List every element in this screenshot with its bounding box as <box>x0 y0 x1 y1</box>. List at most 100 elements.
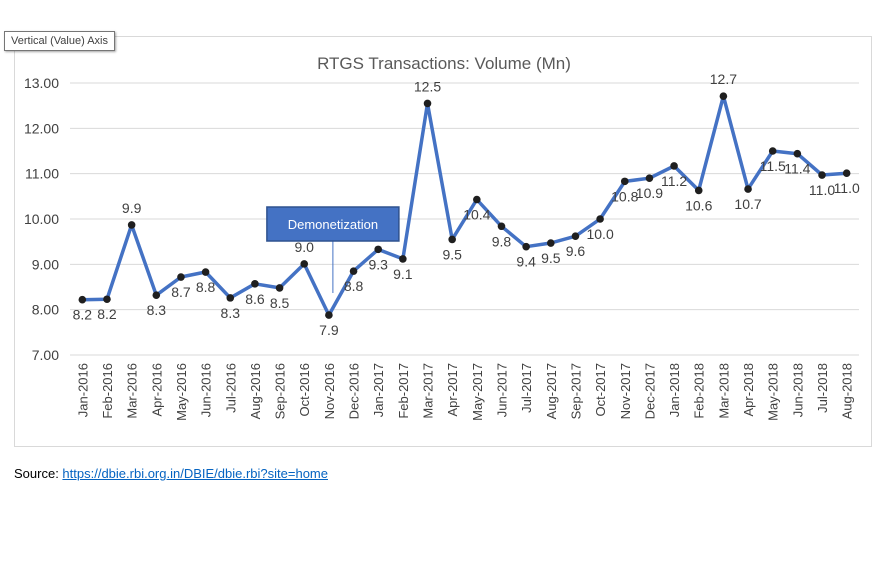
data-point <box>325 311 333 319</box>
x-tick-label: Aug-2016 <box>248 363 263 419</box>
data-label: 8.6 <box>245 291 265 307</box>
data-point <box>374 245 383 254</box>
x-tick-label: Dec-2016 <box>347 363 362 419</box>
data-label: 9.5 <box>541 250 561 266</box>
data-label: 7.9 <box>319 322 339 338</box>
data-point <box>596 215 604 223</box>
data-point <box>448 235 456 244</box>
axis-tooltip: Vertical (Value) Axis <box>4 31 116 51</box>
data-point <box>768 147 777 155</box>
x-tick-label: Mar-2018 <box>716 363 731 419</box>
y-tick-label: 13.00 <box>24 75 59 91</box>
data-point <box>275 284 284 292</box>
annotation-box <box>266 206 400 242</box>
series-line <box>82 94 847 317</box>
x-tick-label: Mar-2017 <box>421 363 436 419</box>
data-label: 11.5 <box>760 158 786 174</box>
data-point <box>177 273 185 281</box>
x-tick-label: Jan-2018 <box>667 363 682 417</box>
y-tick-label: 12.00 <box>24 120 59 136</box>
data-point <box>399 255 407 263</box>
x-tick-label: Oct-2017 <box>593 363 608 416</box>
data-label: 11.0 <box>834 180 860 196</box>
data-point <box>152 291 161 299</box>
data-label: 8.5 <box>270 295 290 311</box>
data-label: 10.6 <box>685 197 712 213</box>
source-link[interactable]: https://dbie.rbi.org.in/DBIE/dbie.rbi?si… <box>62 466 328 481</box>
x-tick-label: Mar-2016 <box>125 363 140 419</box>
data-point <box>571 232 580 241</box>
x-tick-label: May-2018 <box>766 363 781 421</box>
data-point <box>473 195 481 204</box>
data-point <box>842 169 851 178</box>
y-tick-label: 9.00 <box>32 256 59 272</box>
data-label: 11.4 <box>784 161 810 177</box>
data-point <box>546 239 555 247</box>
data-point <box>349 267 358 275</box>
data-point <box>226 294 235 302</box>
chart-area[interactable]: RTGS Transactions: Volume (Mn) 7.00 8.00 9.… <box>14 36 872 447</box>
x-tick-label: Jul-2017 <box>519 363 534 413</box>
x-tick-label: May-2017 <box>470 363 485 421</box>
x-tick-label: Sep-2017 <box>568 363 583 419</box>
x-tick-label: Jun-2017 <box>494 363 509 417</box>
y-tick-label: 11.00 <box>25 166 59 182</box>
data-label: 8.2 <box>73 307 93 323</box>
data-label: 9.0 <box>295 239 315 255</box>
data-label: 10.0 <box>586 226 613 242</box>
x-tick-label: Feb-2018 <box>692 363 707 419</box>
data-point <box>670 162 678 170</box>
y-tick-label: 8.00 <box>32 302 59 318</box>
data-point <box>103 295 111 304</box>
data-label: 10.8 <box>611 188 638 204</box>
data-label: 10.7 <box>734 196 761 212</box>
data-point <box>744 185 752 193</box>
x-tick-label: Jan-2016 <box>75 363 90 417</box>
data-label: 11.0 <box>809 182 835 198</box>
line-chart: RTGS Transactions: Volume (Mn) 7.00 8.00 9.… <box>24 54 860 421</box>
x-tick-label: Jan-2017 <box>371 363 386 417</box>
data-label: 9.3 <box>368 256 388 272</box>
chart-title: RTGS Transactions: Volume (Mn) <box>317 54 571 73</box>
x-tick-label: Aug-2018 <box>840 363 855 419</box>
y-tick-label: 7.00 <box>32 347 59 363</box>
data-label: 9.8 <box>492 233 512 249</box>
x-tick-label: Apr-2016 <box>149 363 164 416</box>
data-label: 9.9 <box>122 200 142 216</box>
data-point <box>522 242 530 251</box>
x-tick-label: Jul-2018 <box>815 363 830 413</box>
data-point <box>818 171 826 179</box>
x-tick-label: Dec-2017 <box>642 363 657 419</box>
data-label: 10.9 <box>636 185 663 201</box>
annotation-label: Demonetization <box>288 217 378 232</box>
x-tick-label: Feb-2016 <box>100 363 115 419</box>
data-point <box>719 92 728 100</box>
x-tick-label: Jun-2016 <box>199 363 214 417</box>
data-label: 8.8 <box>344 278 364 294</box>
data-label: 9.5 <box>442 246 462 262</box>
data-label: 8.7 <box>171 284 191 300</box>
data-point <box>694 186 703 195</box>
data-point <box>300 260 309 268</box>
x-tick-label: Nov-2017 <box>618 363 633 419</box>
data-point <box>251 280 259 288</box>
data-point <box>645 174 654 182</box>
data-label: 10.4 <box>463 207 490 223</box>
data-point <box>497 222 506 231</box>
data-point <box>793 149 802 158</box>
x-tick-label: Apr-2018 <box>741 363 756 416</box>
data-point <box>78 295 87 304</box>
x-tick-label: Oct-2016 <box>297 363 312 416</box>
data-label: 9.1 <box>393 266 413 282</box>
data-label: 12.7 <box>710 71 737 87</box>
x-tick-label: Apr-2017 <box>445 363 460 416</box>
data-label: 8.3 <box>147 302 167 318</box>
data-label: 9.6 <box>566 243 586 259</box>
source-line: Source: https://dbie.rbi.org.in/DBIE/dbi… <box>14 466 328 481</box>
y-tick-label: 10.00 <box>24 211 59 227</box>
data-label: 11.2 <box>661 173 687 189</box>
x-tick-label: Aug-2017 <box>544 363 559 419</box>
x-tick-label: Feb-2017 <box>396 363 411 419</box>
x-tick-label: Nov-2016 <box>322 363 337 419</box>
data-label: 12.5 <box>414 78 441 94</box>
